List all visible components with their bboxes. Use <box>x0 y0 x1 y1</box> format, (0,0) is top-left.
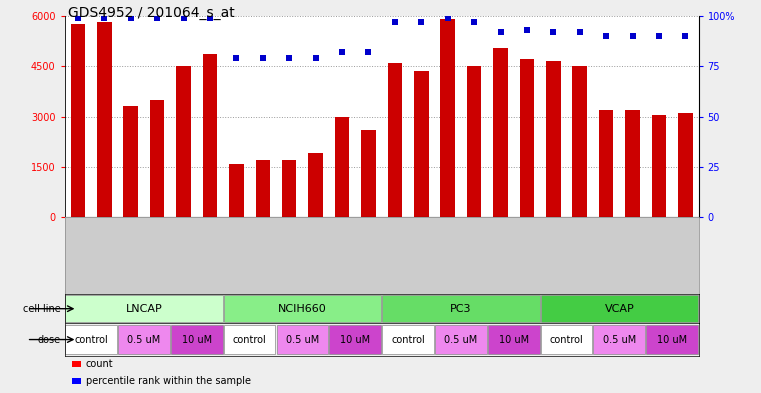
Point <box>204 15 216 21</box>
Bar <box>414 71 428 217</box>
Text: 10 uM: 10 uM <box>182 334 212 345</box>
Point <box>547 29 559 35</box>
Text: 0.5 uM: 0.5 uM <box>444 334 477 345</box>
Bar <box>229 163 244 217</box>
Text: GDS4952 / 201064_s_at: GDS4952 / 201064_s_at <box>68 6 235 20</box>
Bar <box>330 325 381 354</box>
Point <box>98 15 110 21</box>
Point <box>680 33 692 39</box>
Bar <box>177 66 191 217</box>
Bar <box>224 295 381 322</box>
Bar <box>646 325 698 354</box>
Text: LNCAP: LNCAP <box>126 304 162 314</box>
Point <box>362 49 374 55</box>
Text: 10 uM: 10 uM <box>498 334 529 345</box>
Bar <box>361 130 376 217</box>
Text: 0.5 uM: 0.5 uM <box>603 334 636 345</box>
Text: control: control <box>75 334 108 345</box>
Bar <box>335 117 349 217</box>
Bar <box>65 295 223 322</box>
Text: percentile rank within the sample: percentile rank within the sample <box>86 376 251 386</box>
Bar <box>520 59 534 217</box>
Text: 10 uM: 10 uM <box>340 334 371 345</box>
Bar <box>387 63 402 217</box>
Bar <box>546 61 561 217</box>
Bar <box>276 325 328 354</box>
Bar <box>382 295 540 322</box>
Point <box>521 27 533 33</box>
Point <box>336 49 348 55</box>
Bar <box>308 154 323 217</box>
Bar <box>572 66 587 217</box>
Point <box>310 55 322 61</box>
Bar <box>224 325 275 354</box>
Text: PC3: PC3 <box>450 304 472 314</box>
Bar <box>599 110 613 217</box>
Bar <box>441 19 455 217</box>
Text: count: count <box>86 359 113 369</box>
Bar <box>71 24 85 217</box>
Bar <box>150 100 164 217</box>
Point <box>125 15 137 21</box>
Point <box>72 15 84 21</box>
Bar <box>594 325 645 354</box>
Point <box>441 15 454 21</box>
Bar <box>678 113 693 217</box>
Bar <box>256 160 270 217</box>
Text: 0.5 uM: 0.5 uM <box>127 334 161 345</box>
Point <box>416 18 428 25</box>
Bar <box>97 22 112 217</box>
Text: VCAP: VCAP <box>604 304 634 314</box>
Point <box>600 33 613 39</box>
Text: control: control <box>549 334 584 345</box>
Bar <box>382 325 434 354</box>
Point <box>283 55 295 61</box>
Bar <box>626 110 640 217</box>
Text: cell line: cell line <box>23 304 61 314</box>
Bar <box>466 66 482 217</box>
Point <box>231 55 243 61</box>
Bar <box>118 325 170 354</box>
Point <box>574 29 586 35</box>
Bar <box>435 325 487 354</box>
Point <box>653 33 665 39</box>
Text: 10 uM: 10 uM <box>657 334 687 345</box>
Bar <box>171 325 223 354</box>
Point <box>389 18 401 25</box>
Bar <box>123 107 138 217</box>
Point <box>256 55 269 61</box>
Text: control: control <box>233 334 266 345</box>
Bar <box>488 325 540 354</box>
Point <box>177 15 189 21</box>
Text: control: control <box>391 334 425 345</box>
Text: dose: dose <box>38 334 61 345</box>
Point <box>626 33 638 39</box>
Point <box>151 15 163 21</box>
Bar <box>540 295 698 322</box>
Point <box>468 18 480 25</box>
Bar <box>202 54 217 217</box>
Text: 0.5 uM: 0.5 uM <box>286 334 319 345</box>
Bar <box>493 48 508 217</box>
Bar <box>540 325 592 354</box>
Bar <box>651 115 666 217</box>
Bar <box>282 160 297 217</box>
Point <box>495 29 507 35</box>
Bar <box>65 325 117 354</box>
Text: NCIH660: NCIH660 <box>278 304 326 314</box>
